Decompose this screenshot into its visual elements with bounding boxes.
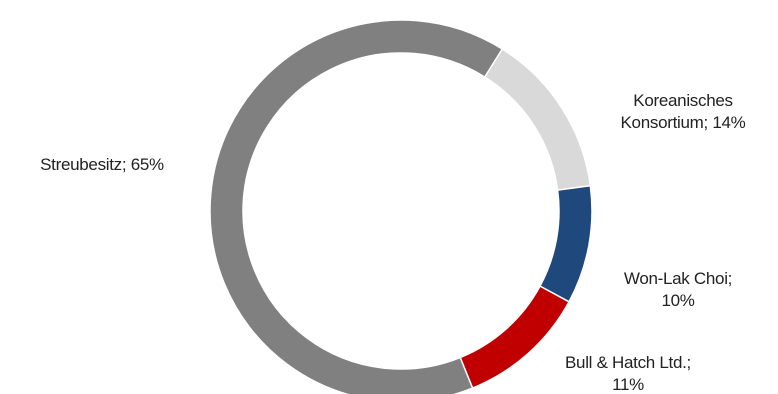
slice-koreanisches-konsortium <box>483 47 592 191</box>
slice-label-line: Bull & Hatch Ltd.; <box>565 353 691 372</box>
slice-labels: Koreanisches Konsortium; 14% Won-Lak Choi;… <box>40 91 746 394</box>
slice-label-line: Streubesitz; 65% <box>40 155 164 174</box>
slice-label-line: Koreanisches <box>633 91 732 110</box>
donut-slices <box>209 19 593 394</box>
slice-label-bull-hatch-ltd: Bull & Hatch Ltd.; 11% <box>565 353 691 394</box>
slice-label-koreanisches-konsortium: Koreanisches Konsortium; 14% <box>621 91 746 132</box>
slice-streubesitz <box>209 19 504 394</box>
slice-label-won-lak-choi: Won-Lak Choi; 10% <box>624 269 732 310</box>
slice-label-line: 10% <box>661 291 694 310</box>
slice-won-lak-choi <box>538 184 593 303</box>
slice-label-line: Won-Lak Choi; <box>624 269 732 288</box>
slice-bull-hatch-ltd <box>459 285 571 390</box>
slice-label-line: Konsortium; 14% <box>621 113 746 132</box>
slice-label-line: 11% <box>612 375 644 394</box>
slice-label-streubesitz: Streubesitz; 65% <box>40 155 164 174</box>
